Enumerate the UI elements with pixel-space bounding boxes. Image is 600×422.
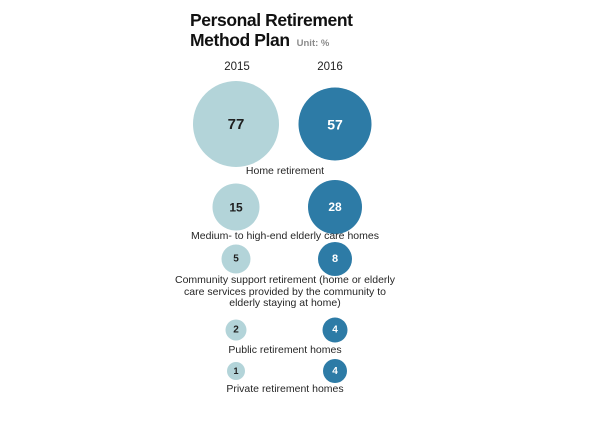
bubble-2015-public-homes: 2 — [225, 319, 247, 341]
bubble-2015-elderly-care-homes: 15 — [212, 183, 260, 231]
category-label-elderly-care-homes: Medium- to high-end elderly care homes — [191, 230, 379, 242]
bubble-2015-home-retirement: 77 — [193, 81, 279, 167]
column-header-2016: 2016 — [317, 61, 343, 73]
unit-label: Unit: % — [296, 38, 330, 49]
bubble-2016-private-homes: 4 — [323, 359, 347, 383]
category-label-home-retirement: Home retirement — [245, 165, 325, 177]
bubble-2015-private-homes: 1 — [227, 362, 245, 380]
chart-title-line2: Method Plan — [190, 30, 290, 50]
category-label-private-homes: Private retirement homes — [226, 383, 344, 395]
bubble-2015-community-support: 5 — [221, 244, 251, 274]
bubble-2016-elderly-care-homes: 28 — [308, 180, 362, 234]
bubble-2016-community-support: 8 — [318, 242, 352, 276]
bubble-2016-home-retirement: 57 — [298, 87, 372, 161]
category-label-public-homes: Public retirement homes — [228, 344, 342, 356]
column-header-2015: 2015 — [224, 61, 250, 73]
chart-title: Personal Retirement Method Plan Unit: % — [190, 10, 353, 54]
chart-title-line1: Personal Retirement — [190, 10, 353, 30]
bubble-2016-public-homes: 4 — [322, 317, 348, 343]
category-label-community-support: Community support retirement (home or el… — [175, 274, 395, 309]
